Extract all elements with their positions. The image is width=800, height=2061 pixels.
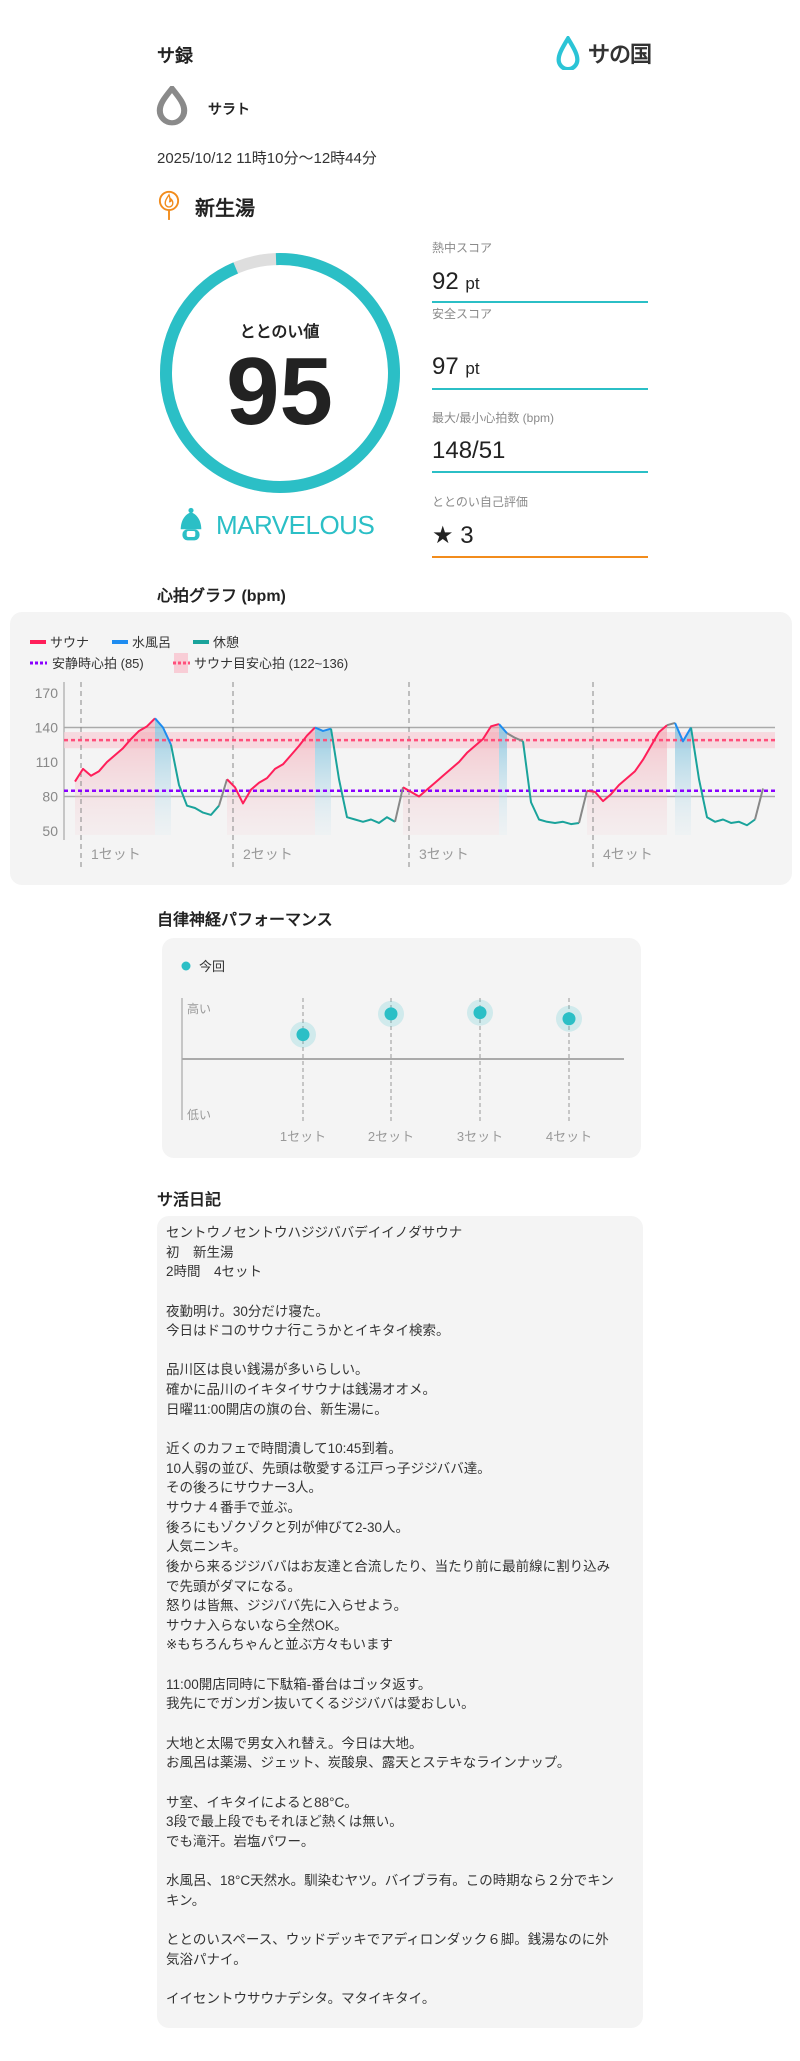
stat-value-heart-rate: 148/51 xyxy=(432,437,506,464)
diary-text: セントウノセントウハジジババデイイノダサウナ 初 新生湯 2時間 4セット 夜勤… xyxy=(166,1225,614,2006)
set-label: 3セット xyxy=(419,846,469,862)
rest-hr-line xyxy=(170,744,220,816)
page-title: サ録 xyxy=(157,46,193,66)
legend-current-dot xyxy=(181,961,191,971)
stat-value-safety-score: 97 pt xyxy=(432,353,480,383)
cold-hr-line xyxy=(314,726,332,732)
x-tick-label: 4セット xyxy=(546,1129,592,1144)
venue-flame-pin-icon xyxy=(158,190,180,220)
stat-label-self-rating: ととのい自己評価 xyxy=(432,495,528,509)
stat-label-heat-score: 熱中スコア xyxy=(432,241,493,255)
data-point xyxy=(473,1006,487,1020)
water-drop-logo-icon xyxy=(556,36,580,70)
cold-hr-line xyxy=(674,722,692,743)
other-hr-line xyxy=(218,778,228,806)
safety-score-unit: pt xyxy=(465,359,480,378)
data-point xyxy=(296,1028,310,1042)
sauna-hat-mascot-icon xyxy=(180,507,202,541)
sauna-hr-line xyxy=(402,723,500,798)
y-tick-label: 80 xyxy=(42,789,58,805)
divider xyxy=(432,471,648,473)
y-tick-label: 140 xyxy=(35,720,59,736)
cold-hr-line xyxy=(498,723,508,734)
other-hr-line xyxy=(754,788,764,820)
cold-hr-line xyxy=(154,717,172,746)
divider xyxy=(432,301,648,303)
y-high-label: 高い xyxy=(187,1001,211,1016)
set-label: 4セット xyxy=(603,846,653,862)
safety-score-number: 97 xyxy=(432,353,459,380)
autonomic-chart-card xyxy=(162,938,641,1158)
rest-hr-line xyxy=(330,728,396,824)
divider xyxy=(432,556,648,558)
legend-cold-label: 水風呂 xyxy=(132,635,171,650)
stat-value-self-rating: ★ 3 xyxy=(432,522,474,550)
brand-logo[interactable]: サの国 xyxy=(556,36,652,70)
divider xyxy=(432,388,648,390)
data-point xyxy=(384,1007,398,1021)
heat-score-number: 92 xyxy=(432,268,459,295)
sauna-area xyxy=(403,724,499,835)
other-hr-line xyxy=(506,732,524,743)
legend-rest-label: 休憩 xyxy=(213,635,239,650)
rest-hr-line xyxy=(522,741,580,826)
cold-area xyxy=(499,724,507,835)
set-label: 1セット xyxy=(91,846,141,862)
sauna-area xyxy=(75,718,155,835)
other-hr-line xyxy=(666,721,676,727)
legend-resting-hr-label: 安静時心拍 (85) xyxy=(52,656,144,671)
y-tick-label: 50 xyxy=(42,823,58,839)
legend-current-label: 今回 xyxy=(199,959,225,974)
user-avatar-drop-icon[interactable] xyxy=(156,86,188,126)
logo-text: サの国 xyxy=(588,42,652,67)
cold-area xyxy=(155,718,171,835)
totonoi-score-ring xyxy=(160,253,400,493)
stat-label-safety-score: 安全スコア xyxy=(432,307,493,321)
y-low-label: 低い xyxy=(187,1108,211,1122)
x-tick-label: 3セット xyxy=(457,1129,503,1144)
heart-rate-section-title: 心拍グラフ (bpm) xyxy=(157,588,286,605)
sauna-area xyxy=(227,727,315,835)
sauna-hr-line xyxy=(74,717,156,783)
star-icon: ★ xyxy=(432,522,454,549)
score-value: 95 xyxy=(226,338,333,445)
self-rating-number: 3 xyxy=(460,522,474,549)
legend-sauna-label: サウナ xyxy=(50,635,89,650)
diary-card xyxy=(157,1216,643,2028)
y-tick-label: 170 xyxy=(35,685,59,701)
x-tick-label: 1セット xyxy=(280,1129,326,1144)
stat-label-heart-rate: 最大/最小心拍数 (bpm) xyxy=(432,411,555,425)
stat-value-heat-score: 92 pt xyxy=(432,268,480,298)
venue-name[interactable]: 新生湯 xyxy=(195,198,255,220)
sauna-hr-line xyxy=(226,726,316,805)
hr-lines xyxy=(74,717,764,827)
cold-area xyxy=(315,727,331,835)
other-hr-line xyxy=(394,787,404,823)
x-tick-label: 2セット xyxy=(368,1129,414,1144)
session-datetime: 2025/10/12 11時10分〜12時44分 xyxy=(157,150,377,167)
sauna-area xyxy=(587,725,667,835)
legend-cold-swatch xyxy=(112,640,128,644)
y-tick-label: 110 xyxy=(36,754,59,770)
sauna-hr-line xyxy=(586,724,668,803)
set-label: 2セット xyxy=(243,846,293,862)
autonomic-chart: 今回 高い 低い 1セット 2セット 3セット 4セット xyxy=(181,959,624,1144)
diary-section-title: サ活日記 xyxy=(157,1192,222,1209)
target-hr-band xyxy=(64,732,775,749)
legend-sauna-swatch xyxy=(30,640,46,644)
score-label: ととのい値 xyxy=(239,324,320,341)
phase-fills xyxy=(75,718,691,835)
user-name[interactable]: サラト xyxy=(208,101,250,117)
heart-rate-chart: サウナ 水風呂 休憩 安静時心拍 (85) サウナ目安心拍 (122~136) … xyxy=(30,635,775,868)
other-hr-line xyxy=(578,790,588,824)
legend-target-hr-label: サウナ目安心拍 (122~136) xyxy=(194,656,348,671)
score-rank: MARVELOUS xyxy=(216,510,375,540)
data-point xyxy=(562,1012,576,1026)
cold-area xyxy=(675,722,691,835)
heat-score-unit: pt xyxy=(465,274,480,293)
autonomic-section-title: 自律神経パフォーマンス xyxy=(157,912,333,929)
rest-hr-line xyxy=(690,727,756,827)
legend-rest-swatch xyxy=(193,640,209,644)
